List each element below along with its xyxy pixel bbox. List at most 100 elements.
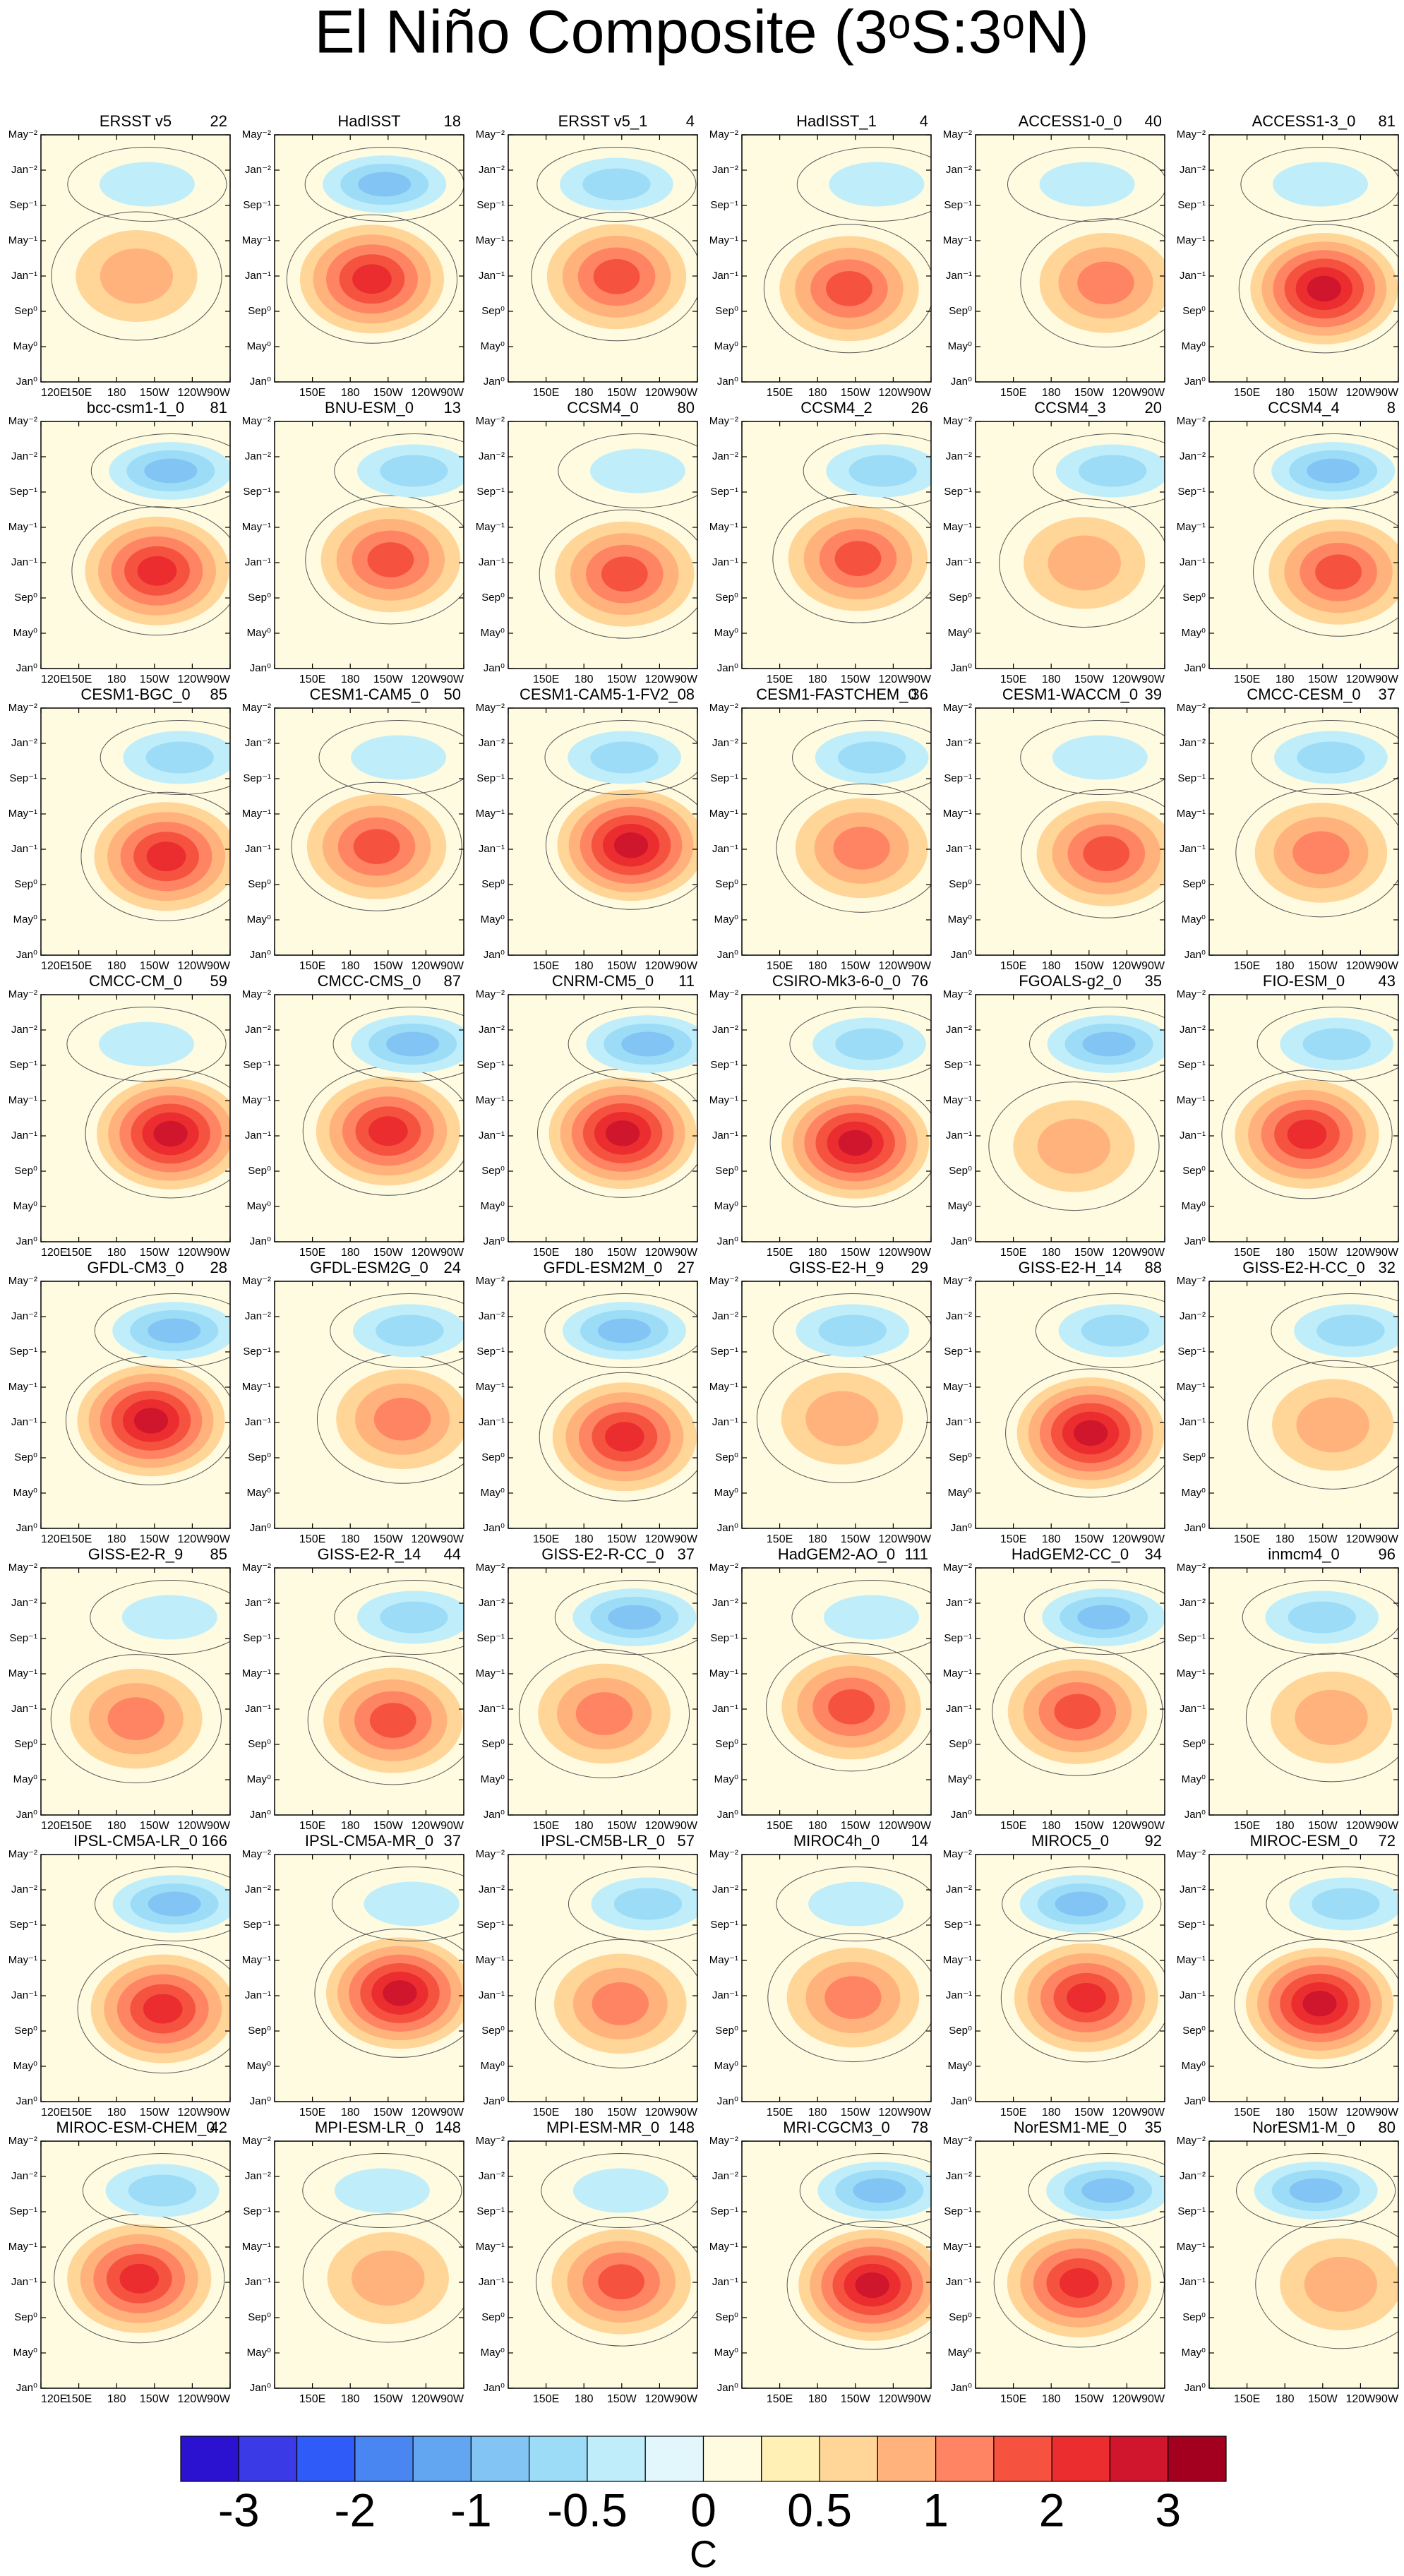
panel-name: HadGEM2-AO_0 — [778, 1545, 895, 1563]
x-tick-label: 90W — [207, 1247, 231, 1259]
x-tick-label: 120W — [645, 1247, 676, 1259]
panel-name: MPI-ESM-LR_0 — [315, 2119, 424, 2136]
panel: GISS-E2-H_9 29 May⁻² Jan⁻² Sep⁻¹ May⁻¹ Jan⁻¹ Se… — [709, 1259, 932, 1545]
field — [275, 1568, 464, 1815]
x-tick-label: 150E — [66, 2107, 92, 2119]
x-tick-label: 120W — [1346, 387, 1376, 399]
x-tick-label: 90W — [908, 387, 932, 399]
y-tick-label: Sep⁰ — [949, 1451, 972, 1463]
warm-contour — [80, 791, 230, 921]
panel-count: 72 — [1379, 1832, 1396, 1850]
y-tick-label: Sep⁰ — [1182, 878, 1206, 890]
x-tick-label: 180 — [1042, 387, 1061, 399]
y-tick-label: Jan⁰ — [250, 2095, 271, 2107]
panel: ACCESS1-3_0 81 May⁻² Jan⁻² Sep⁻¹ May⁻¹ Jan⁻¹ Se… — [1177, 112, 1399, 399]
x-tick-label: 180 — [1276, 960, 1295, 972]
panel-count: 148 — [668, 2119, 695, 2136]
x-tick-label: 150W — [1308, 1820, 1338, 1832]
panel-frame — [975, 1854, 1165, 2102]
cool-contour — [582, 168, 651, 200]
field — [41, 1568, 230, 1815]
y-tick-label: Jan⁰ — [484, 2095, 505, 2107]
panel-frame — [975, 707, 1165, 956]
y-tick-label: May⁻¹ — [709, 808, 738, 820]
cool-contour — [1302, 1028, 1371, 1060]
warm-contour — [1302, 1991, 1337, 2017]
panel-frame — [741, 2140, 932, 2389]
y-tick-label: Jan⁰ — [484, 949, 505, 961]
colorbar-box — [470, 2436, 530, 2482]
y-tick-label: May⁰ — [1182, 2060, 1206, 2072]
field — [275, 708, 464, 955]
y-tick-label: May⁰ — [13, 1200, 37, 1212]
panel-count: 57 — [678, 1832, 695, 1850]
y-tick-label: Sep⁻¹ — [944, 2205, 972, 2217]
x-tick-label: 150W — [373, 960, 404, 972]
x-tick-label: 150E — [1000, 2393, 1026, 2405]
field — [742, 1568, 931, 1815]
field — [976, 135, 1165, 382]
cool-contour — [1297, 741, 1365, 774]
panel-name: IPSL-CM5A-LR_0 — [73, 1832, 198, 1850]
y-tick-label: Sep⁰ — [14, 1165, 37, 1177]
y-tick-label: May⁻¹ — [476, 1954, 505, 1966]
y-tick-label: Jan⁻² — [946, 1024, 972, 1036]
x-tick-label: 180 — [808, 1820, 827, 1832]
x-tick-label: 120W — [1112, 673, 1143, 685]
x-tick-label: 150E — [299, 1533, 325, 1545]
y-tick-label: Sep⁰ — [1182, 1451, 1206, 1463]
y-tick-label: May⁻¹ — [242, 521, 271, 533]
x-tick-label: 150E — [1000, 2107, 1026, 2119]
panel-name: CNRM-CM5_0 — [552, 972, 654, 990]
y-tick-label: Jan⁻¹ — [479, 1130, 505, 1142]
x-tick-label: 90W — [440, 2393, 464, 2405]
x-tick-label: 120W — [645, 1533, 676, 1545]
x-tick-label: 150E — [767, 2393, 793, 2405]
y-tick-label: Jan⁻¹ — [479, 843, 505, 855]
y-tick-label: Sep⁻¹ — [710, 1632, 738, 1644]
cool-contour — [1029, 1007, 1165, 1082]
y-tick-label: May⁰ — [714, 340, 738, 352]
x-tick-label: 150W — [1074, 1533, 1105, 1545]
y-tick-label: Sep⁻¹ — [944, 486, 972, 498]
x-tick-label: 180 — [575, 673, 594, 685]
panel-count: 76 — [911, 972, 928, 990]
panel-name: bcc-csm1-1_0 — [87, 399, 184, 417]
panel-count: 37 — [678, 1545, 695, 1563]
y-tick-label: May⁰ — [1182, 340, 1206, 352]
panel-name: inmcm4_0 — [1268, 1545, 1339, 1563]
y-tick-label: May⁻¹ — [8, 1667, 37, 1679]
field — [41, 421, 230, 669]
field — [275, 135, 464, 382]
x-tick-label: 150E — [299, 2107, 325, 2119]
panel-frame — [741, 421, 932, 669]
y-tick-label: Jan⁻¹ — [11, 270, 37, 282]
panel-name: MIROC5_0 — [1031, 1832, 1109, 1850]
x-tick-label: 150W — [607, 1247, 637, 1259]
y-tick-label: Jan⁻² — [946, 2170, 972, 2182]
x-tick-label: 90W — [440, 1820, 464, 1832]
x-tick-label: 180 — [1276, 2107, 1295, 2119]
y-tick-label: Jan⁰ — [951, 1809, 972, 1821]
y-tick-label: May⁰ — [948, 1487, 972, 1499]
y-tick-label: Jan⁻² — [245, 1310, 271, 1322]
y-tick-label: Sep⁰ — [1182, 2311, 1206, 2323]
x-tick-label: 90W — [1141, 2107, 1165, 2119]
y-tick-label: Sep⁻¹ — [944, 199, 972, 211]
x-tick-label: 90W — [908, 1533, 932, 1545]
y-tick-label: May⁻² — [8, 988, 37, 1000]
x-tick-label: 120W — [1112, 2107, 1143, 2119]
x-tick-label: 150E — [533, 2107, 559, 2119]
x-tick-label: 90W — [674, 2107, 698, 2119]
y-tick-label: Sep⁰ — [248, 2025, 271, 2037]
warm-contour — [1304, 2256, 1378, 2312]
x-tick-label: 150E — [533, 1820, 559, 1832]
y-tick-label: Jan⁻¹ — [11, 1989, 37, 2001]
x-tick-label: 180 — [808, 1247, 827, 1259]
warm-contour — [85, 1069, 230, 1199]
x-tick-label: 120W — [412, 1533, 442, 1545]
panel-count: 11 — [678, 972, 695, 990]
y-tick-label: Jan⁻¹ — [11, 1703, 37, 1715]
x-tick-label: 90W — [674, 1247, 698, 1259]
cool-contour — [818, 1314, 887, 1347]
